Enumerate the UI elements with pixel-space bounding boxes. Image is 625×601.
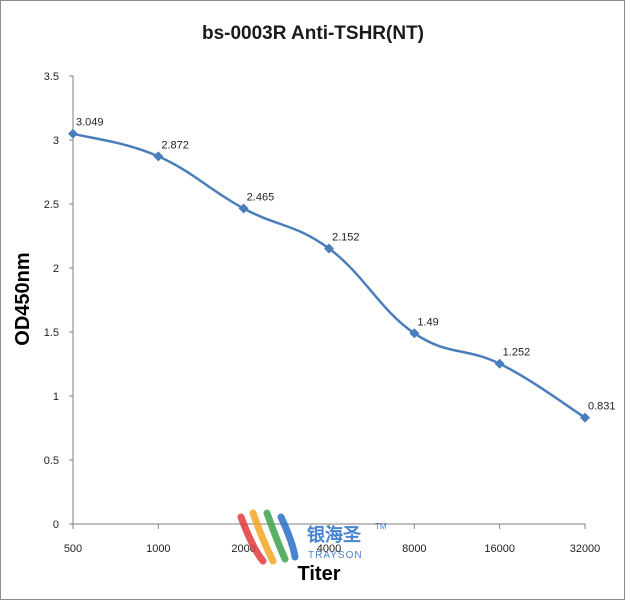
- y-ticks: 0 0.5 1 1.5 2 2.5 3 3.5: [44, 71, 73, 531]
- x-ticks: 500 1000 2000 4000 8000 16000 32000: [64, 524, 600, 555]
- chart-title: bs-0003R Anti-TSHR(NT): [202, 23, 424, 44]
- x-tick-label: 4000: [317, 543, 341, 555]
- watermark-logo: 银海圣 TM TRAYSON: [237, 509, 387, 565]
- x-tick-label: 1000: [146, 543, 170, 555]
- watermark-text-cn: 银海圣: [307, 524, 362, 546]
- data-label: 1.49: [417, 316, 438, 328]
- y-tick-label: 2.5: [44, 199, 59, 211]
- y-tick-label: 0: [53, 519, 59, 531]
- y-tick-label: 1.5: [44, 327, 59, 339]
- data-point-marker: [238, 203, 249, 214]
- y-tick-label: 1: [53, 391, 59, 403]
- data-label: 0.831: [588, 401, 616, 413]
- y-tick-label: 3.5: [44, 71, 59, 83]
- series-line: [72, 132, 586, 419]
- data-label: 1.252: [503, 347, 531, 359]
- data-label: 2.465: [247, 191, 275, 203]
- series-group: [68, 128, 590, 423]
- x-tick-label: 8000: [402, 543, 426, 555]
- data-labels: 3.049 2.872 2.465 2.152 1.49 1.252 0.831: [76, 117, 616, 413]
- y-tick-label: 0.5: [44, 455, 59, 467]
- x-tick-label: 32000: [570, 543, 601, 555]
- data-point-marker: [324, 243, 334, 254]
- data-label: 2.152: [332, 232, 360, 244]
- data-point-marker: [68, 128, 78, 139]
- data-point-marker: [494, 358, 505, 369]
- data-label: 2.872: [161, 139, 189, 151]
- data-label: 3.049: [76, 117, 104, 129]
- data-point-marker: [409, 328, 420, 339]
- x-axis-title: Titer: [298, 563, 341, 585]
- y-axis-title: OD450nm: [12, 252, 34, 345]
- y-tick-label: 2: [53, 263, 59, 275]
- watermark-text-en: TRAYSON: [308, 550, 363, 561]
- y-tick-label: 3: [53, 135, 59, 147]
- watermark-emblem: [237, 509, 299, 565]
- data-point-marker: [580, 412, 590, 423]
- x-tick-label: 500: [64, 543, 82, 555]
- data-point-marker: [153, 151, 164, 162]
- x-tick-label: 16000: [484, 543, 515, 555]
- watermark-trademark: TM: [375, 522, 387, 531]
